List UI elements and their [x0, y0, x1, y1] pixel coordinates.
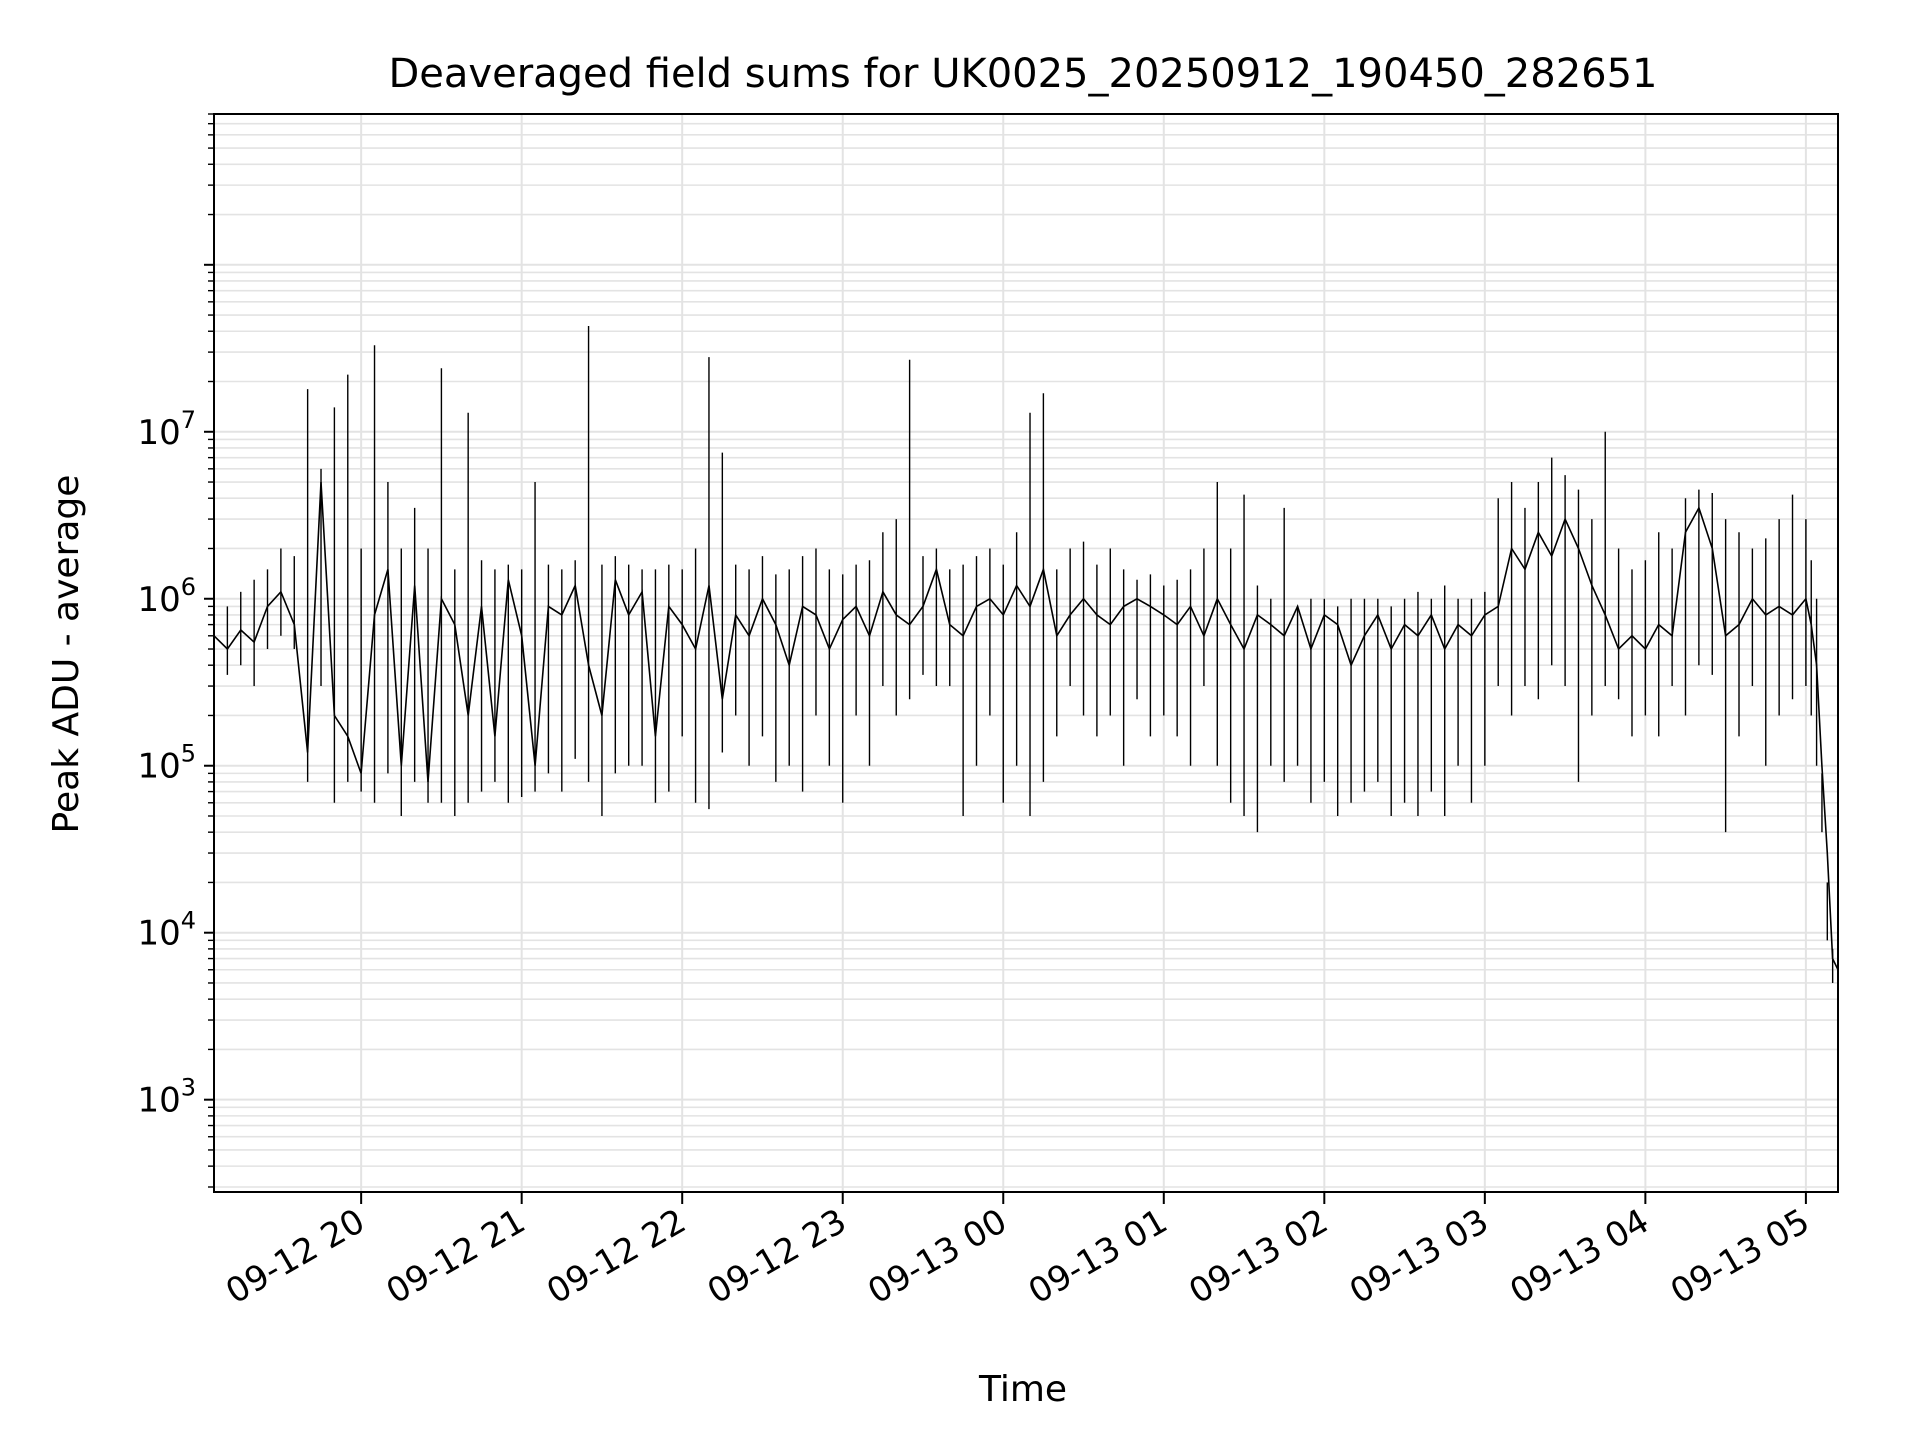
y-axis-label: Peak ADU - average: [46, 475, 87, 834]
y-tick-exponent: 7: [181, 406, 196, 434]
y-tick-label: 105: [137, 740, 196, 787]
y-tick-exponent: 6: [181, 573, 196, 601]
y-tick-base: 10: [137, 413, 180, 453]
grid: [214, 113, 1838, 1192]
x-axis-label: Time: [978, 1369, 1067, 1410]
y-tick-label: 103: [137, 1074, 196, 1121]
plot-frame: [213, 113, 1839, 1193]
y-tick-base: 10: [137, 914, 180, 954]
plot-area: [213, 325, 1839, 1100]
chart-title: Deaveraged field sums for UK0025_2025091…: [388, 51, 1657, 97]
y-tick-label: 104: [137, 907, 196, 954]
y-tick-base: 10: [137, 747, 180, 787]
y-tick-exponent: 5: [181, 740, 196, 768]
y-tick-base: 10: [137, 1081, 180, 1121]
series-line: [213, 481, 1839, 971]
y-tick-exponent: 4: [181, 907, 196, 935]
y-tick-label: 107: [137, 406, 196, 453]
y-tick-base: 10: [137, 580, 180, 620]
series-spikes: [213, 325, 1839, 1100]
y-tick-label: 106: [137, 573, 196, 620]
y-tick-exponent: 3: [181, 1074, 196, 1102]
